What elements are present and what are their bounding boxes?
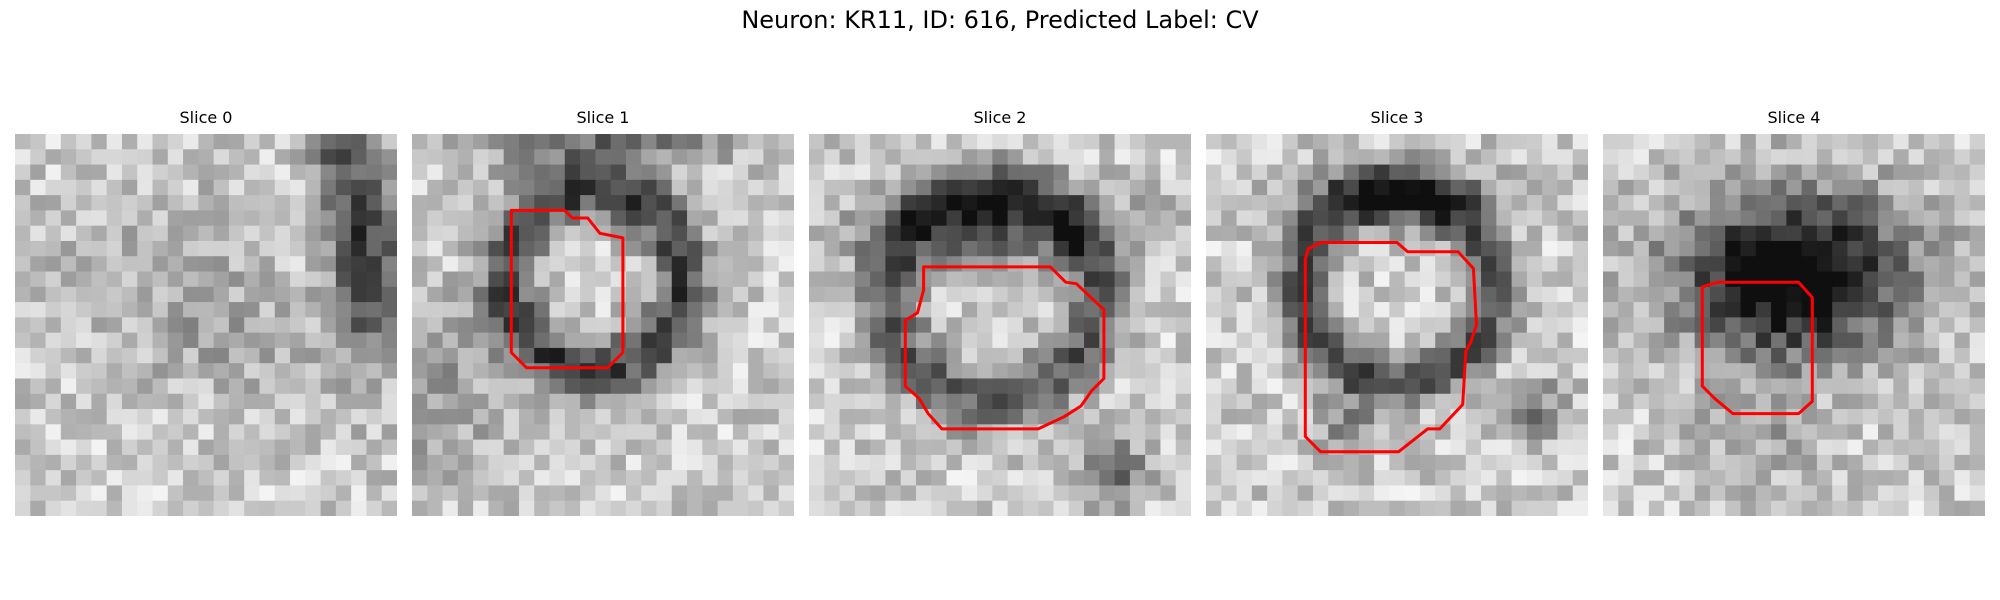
slice-image — [809, 134, 1191, 516]
roi-outline — [1700, 280, 1814, 416]
figure-title: Neuron: KR11, ID: 616, Predicted Label: … — [741, 6, 1259, 34]
slice-title: Slice 2 — [973, 108, 1027, 127]
roi-outline — [509, 208, 625, 370]
slice-title: Slice 4 — [1767, 108, 1821, 127]
slice-title: Slice 3 — [1370, 108, 1424, 127]
roi-outline — [903, 265, 1106, 431]
roi-outline — [1303, 241, 1478, 454]
slice-title: Slice 0 — [179, 108, 233, 127]
slice-panel-1: Slice 1 — [412, 100, 794, 520]
slice-title: Slice 1 — [576, 108, 630, 127]
slice-image — [412, 134, 794, 516]
slice-image — [15, 134, 397, 516]
slice-image — [1603, 134, 1985, 516]
slice-panel-0: Slice 0 — [15, 100, 397, 520]
slice-image — [1206, 134, 1588, 516]
slice-panel-3: Slice 3 — [1206, 100, 1588, 520]
slice-panel-4: Slice 4 — [1603, 100, 1985, 520]
slice-panel-2: Slice 2 — [809, 100, 1191, 520]
